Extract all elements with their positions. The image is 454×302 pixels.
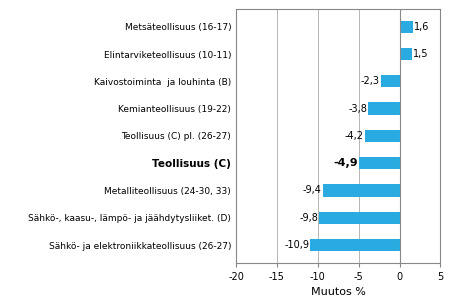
Text: -4,2: -4,2: [345, 131, 364, 141]
Bar: [323, 184, 400, 197]
Bar: [381, 75, 400, 88]
Bar: [369, 102, 400, 115]
Bar: [360, 157, 400, 169]
Text: 1,5: 1,5: [413, 49, 429, 59]
X-axis label: Muutos %: Muutos %: [311, 287, 365, 297]
Text: 1,6: 1,6: [414, 22, 429, 32]
Bar: [320, 212, 400, 224]
Text: -3,8: -3,8: [348, 104, 367, 114]
Bar: [311, 239, 400, 251]
Bar: [365, 130, 400, 142]
Text: -4,9: -4,9: [334, 158, 358, 168]
Bar: [400, 21, 413, 33]
Bar: [400, 48, 412, 60]
Text: -9,4: -9,4: [303, 185, 321, 195]
Text: -2,3: -2,3: [360, 76, 380, 86]
Text: -9,8: -9,8: [299, 213, 318, 223]
Text: -10,9: -10,9: [284, 240, 309, 250]
